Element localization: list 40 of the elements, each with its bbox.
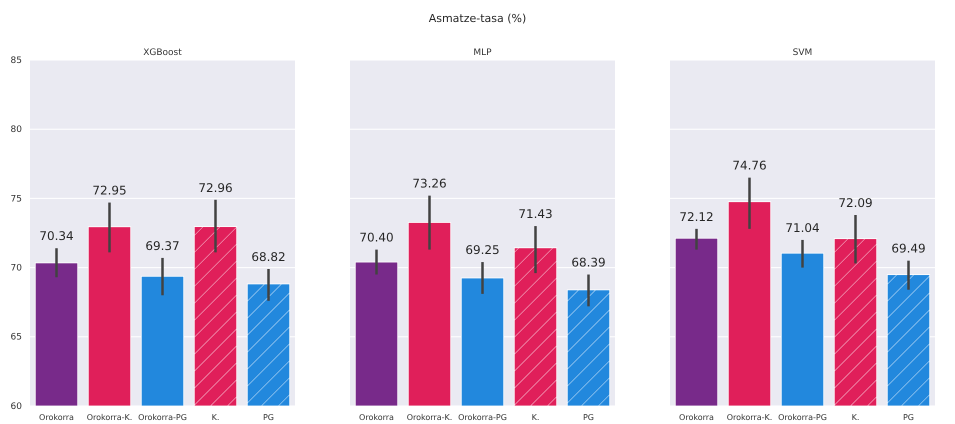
x-tick-label: K. [532, 413, 540, 422]
data-label: 70.40 [359, 230, 394, 245]
y-tick-label: 60 [10, 402, 22, 412]
x-tick-label: K. [212, 413, 220, 422]
data-label: 69.49 [891, 242, 926, 256]
x-tick-label: Orokorra-K. [406, 413, 452, 422]
data-label: 73.26 [412, 176, 447, 191]
x-tick-label: Orokorra-K. [86, 413, 132, 422]
data-label: 71.04 [785, 220, 820, 235]
y-tick-label: 75 [10, 194, 22, 204]
x-tick-label: Orokorra [359, 413, 394, 422]
x-tick-label: Orokorra-PG [138, 413, 187, 422]
y-tick-label: 85 [10, 56, 22, 66]
x-tick-label: K. [852, 413, 860, 422]
x-tick-label: Orokorra-K. [726, 413, 772, 422]
x-tick-label: Orokorra-PG [778, 413, 827, 422]
data-label: 70.34 [39, 229, 74, 244]
data-label: 68.82 [251, 250, 286, 264]
data-label: 69.37 [145, 238, 180, 253]
data-label: 72.95 [92, 184, 127, 198]
x-tick-label: PG [902, 413, 914, 422]
data-label: 71.43 [518, 207, 553, 222]
y-tick-label: 80 [10, 125, 22, 136]
y-tick-label: 70 [10, 263, 22, 274]
data-label: 69.25 [465, 243, 500, 258]
data-label: 68.39 [571, 256, 606, 270]
x-tick-label: Orokorra [39, 413, 74, 422]
chart-title: XGBoost [143, 48, 182, 58]
data-label: 72.12 [679, 210, 714, 224]
x-tick-label: PG [262, 413, 274, 422]
chart-title: SVM [792, 48, 812, 58]
data-label: 74.76 [732, 158, 767, 173]
chart-title: MLP [473, 48, 492, 58]
x-tick-label: Orokorra [679, 413, 714, 422]
data-label: 72.96 [198, 180, 233, 195]
x-tick-label: PG [582, 413, 594, 422]
x-tick-label: Orokorra-PG [458, 413, 507, 422]
y-tick-label: 65 [10, 332, 22, 343]
text: Asmatze-tasa (%) [428, 12, 526, 25]
data-label: 72.09 [838, 196, 873, 210]
